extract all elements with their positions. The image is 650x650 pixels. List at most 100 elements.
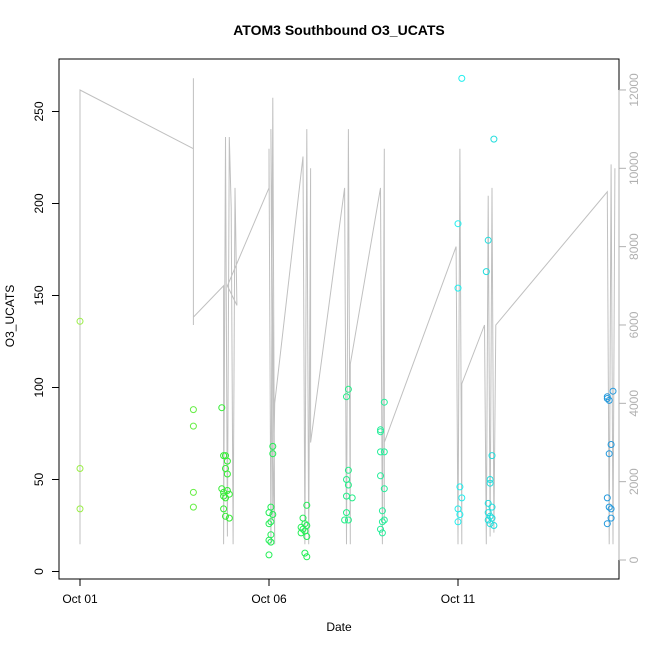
data-point-64: [377, 525, 384, 533]
data-point-74: [490, 135, 498, 143]
data-point-88: [609, 387, 617, 395]
data-point-21: [225, 514, 233, 522]
data-point-22: [269, 442, 277, 450]
data-point-98: [603, 520, 611, 528]
data-point-3: [189, 406, 197, 414]
data-point-30: [265, 536, 273, 544]
data-point-12: [223, 470, 231, 478]
data-point-73: [454, 518, 462, 526]
data-point-61: [378, 507, 386, 515]
x-tick-label-0: Oct 01: [62, 592, 98, 606]
data-point-95: [605, 503, 613, 511]
data-point-51: [343, 509, 350, 517]
data-point-15: [223, 487, 231, 494]
data-point-72: [456, 511, 464, 518]
data-point-7: [218, 404, 226, 412]
data-point-85: [484, 516, 492, 524]
data-point-94: [603, 494, 611, 502]
data-point-58: [380, 448, 388, 456]
data-point-92: [607, 441, 615, 448]
y2-tick-label-2: 4000: [627, 390, 641, 417]
y-tick-label-5: 250: [32, 101, 46, 121]
data-point-67: [454, 220, 462, 228]
data-point-93: [605, 450, 613, 458]
data-point-63: [378, 518, 386, 526]
data-point-86: [486, 520, 494, 528]
data-point-96: [607, 505, 615, 513]
data-point-60: [380, 485, 388, 493]
y-tick-label-2: 100: [32, 377, 46, 397]
y2-tick-label-3: 6000: [627, 311, 641, 338]
data-point-43: [303, 553, 311, 561]
data-point-26: [269, 511, 277, 518]
y-tick-label-1: 50: [32, 473, 46, 487]
x-axis: Oct 01 Oct 06 Oct 11: [62, 578, 476, 606]
data-point-6: [189, 503, 197, 511]
data-point-80: [484, 499, 492, 507]
y2-line-layer: [79, 78, 616, 545]
data-point-8: [220, 452, 228, 460]
data-point-5: [189, 488, 197, 496]
data-point-79: [486, 479, 494, 487]
data-point-23: [269, 450, 277, 458]
y2-tick-label-5: 10000: [627, 151, 641, 185]
y-tick-label-0: 0: [32, 568, 46, 575]
data-point-78: [486, 476, 494, 483]
x-tick-label-1: Oct 06: [251, 592, 287, 606]
y-tick-label-3: 150: [32, 285, 46, 305]
data-point-33: [303, 501, 311, 509]
y2-tick-label-1: 2000: [627, 468, 641, 495]
data-point-4: [189, 422, 197, 430]
data-point-2: [76, 505, 84, 513]
x-tick-label-2: Oct 11: [441, 592, 476, 606]
y-axis-label: O3_UCATS: [3, 285, 17, 347]
data-point-25: [265, 509, 273, 517]
data-point-42: [301, 549, 309, 557]
data-point-65: [378, 529, 386, 537]
data-point-53: [344, 516, 352, 524]
data-point-77: [488, 452, 496, 460]
data-point-82: [484, 509, 492, 517]
data-point-81: [488, 503, 496, 511]
data-point-56: [377, 428, 384, 436]
data-point-0: [76, 317, 84, 325]
data-point-50: [348, 494, 356, 502]
plot-frame: [58, 58, 620, 580]
data-point-66: [458, 74, 466, 82]
y2-series-line: [79, 78, 616, 545]
data-point-76: [482, 268, 490, 276]
chart-title: ATOM3 Southbound O3_UCATS: [233, 22, 445, 38]
x-axis-label: Date: [326, 620, 352, 634]
data-point-68: [454, 284, 462, 292]
data-point-32: [265, 551, 273, 559]
data-point-70: [458, 494, 466, 502]
data-point-28: [265, 520, 273, 528]
data-point-69: [456, 483, 464, 491]
data-point-18: [222, 494, 229, 502]
data-point-40: [297, 529, 305, 537]
data-point-46: [344, 466, 352, 474]
data-point-10: [223, 457, 231, 465]
data-point-27: [267, 518, 275, 526]
y2-tick-label-0: 0: [627, 556, 641, 563]
data-point-44: [344, 385, 352, 393]
data-point-75: [484, 236, 492, 244]
data-point-57: [377, 448, 384, 456]
data-point-48: [344, 481, 352, 489]
data-point-62: [380, 516, 388, 524]
data-point-83: [486, 512, 494, 520]
data-point-52: [341, 516, 349, 524]
data-point-19: [220, 505, 228, 513]
data-point-41: [303, 533, 311, 540]
data-point-38: [299, 525, 307, 533]
data-point-90: [603, 395, 611, 402]
y-tick-label-4: 200: [32, 193, 46, 213]
data-point-54: [380, 398, 388, 406]
data-point-59: [377, 472, 384, 480]
data-point-97: [607, 514, 615, 522]
y2-tick-label-6: 12000: [627, 73, 641, 107]
y2-axis: 0 2000 4000 6000 8000 10000 12000: [618, 73, 641, 563]
data-point-1: [76, 465, 84, 472]
y-axis: 0 50 100 150 200 250: [32, 101, 60, 575]
